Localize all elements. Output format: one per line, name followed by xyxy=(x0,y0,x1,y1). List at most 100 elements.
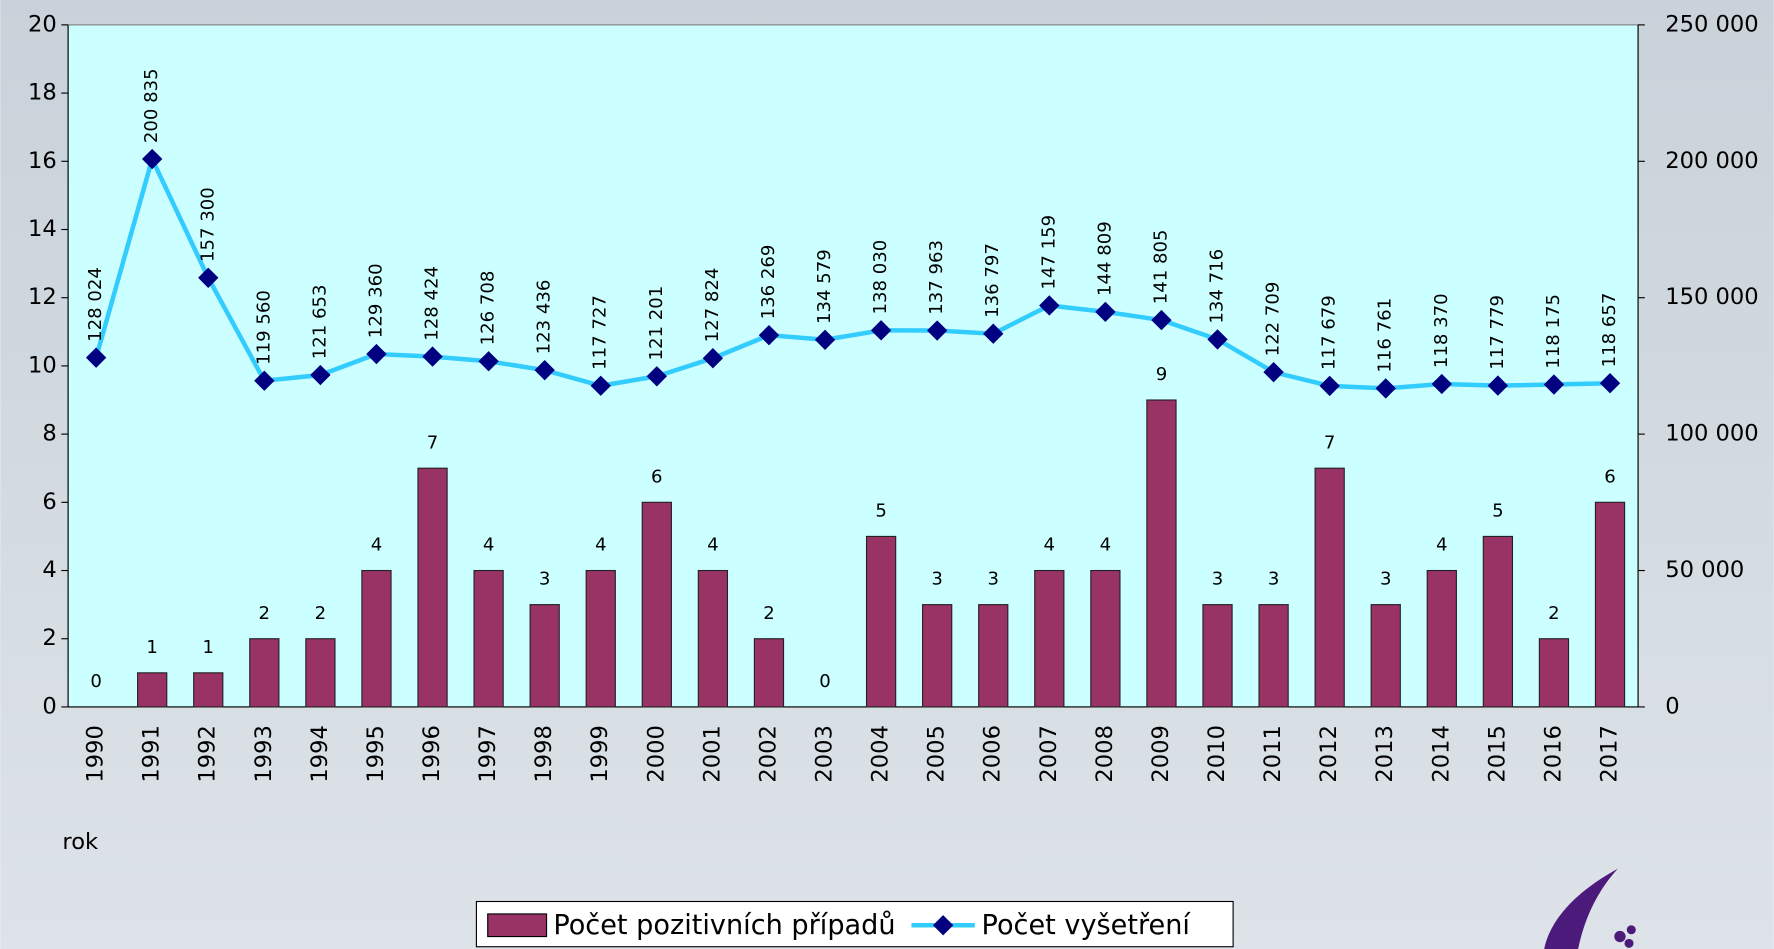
y2-tick-label: 200 000 xyxy=(1665,148,1758,174)
bar xyxy=(1146,399,1177,708)
bar-value-label: 3 xyxy=(1380,569,1392,590)
y2-tick-label: 150 000 xyxy=(1665,284,1758,310)
line-value-label: 127 824 xyxy=(702,268,723,343)
bar xyxy=(137,672,168,708)
line-value-label: 126 708 xyxy=(478,271,499,346)
bar xyxy=(865,535,897,708)
bar-value-label: 7 xyxy=(427,432,439,453)
line-value-label: 128 424 xyxy=(422,266,443,341)
line-value-label: 122 709 xyxy=(1263,282,1284,357)
bar-value-label: 4 xyxy=(1100,535,1112,556)
line-value-label: 117 779 xyxy=(1487,295,1508,370)
bar xyxy=(978,604,1009,708)
line-marker xyxy=(422,346,443,367)
bar xyxy=(1258,604,1289,708)
line-value-label: 118 657 xyxy=(1599,293,1620,368)
legend: Počet pozitivních případů Počet vyšetření xyxy=(475,900,1234,948)
line-value-label: 121 653 xyxy=(309,284,330,359)
line-value-label: 200 835 xyxy=(141,68,162,143)
y-tick-label: 6 xyxy=(42,489,56,515)
line-marker xyxy=(1207,329,1228,350)
y2-tick-label: 0 xyxy=(1665,693,1679,719)
x-tick-label: 1997 xyxy=(475,725,501,783)
y-tick-label: 10 xyxy=(28,352,57,378)
line-value-label: 134 579 xyxy=(814,249,835,324)
bar xyxy=(249,638,280,708)
legend-swatch xyxy=(487,913,548,938)
line-marker xyxy=(926,320,948,341)
line-value-label: 129 360 xyxy=(365,263,386,338)
bar-value-label: 9 xyxy=(1156,364,1168,385)
line-value-label: 137 963 xyxy=(926,240,947,315)
line-value-label: 147 159 xyxy=(1038,215,1059,290)
line-marker xyxy=(1431,373,1452,395)
line-marker xyxy=(1039,295,1060,316)
bar-value-label: 4 xyxy=(595,535,607,556)
line-value-label: 134 716 xyxy=(1207,249,1228,324)
y-tick-label: 2 xyxy=(42,625,56,651)
line-marker xyxy=(142,148,163,170)
bar xyxy=(361,569,392,708)
line-value-label: 136 797 xyxy=(982,243,1003,318)
bar-value-label: 2 xyxy=(763,603,775,624)
x-tick-label: 2002 xyxy=(755,725,781,783)
line-value-label: 136 269 xyxy=(758,245,779,320)
x-tick-label: 2012 xyxy=(1316,725,1342,783)
x-tick-label: 1992 xyxy=(195,725,221,783)
bar xyxy=(1594,501,1626,708)
bar-value-label: 4 xyxy=(483,535,495,556)
line-marker xyxy=(366,343,387,365)
line-marker xyxy=(870,320,892,341)
bar-value-label: 5 xyxy=(875,501,887,522)
line-value-label: 117 679 xyxy=(1319,295,1340,370)
x-tick-label: 2014 xyxy=(1428,725,1454,783)
line-value-label: 119 560 xyxy=(253,290,274,365)
line-marker xyxy=(310,364,331,386)
x-axis-title: rok xyxy=(62,829,99,855)
line-marker xyxy=(198,267,219,288)
x-tick-label: 2017 xyxy=(1597,725,1623,783)
line-marker xyxy=(758,324,780,346)
bar xyxy=(697,569,729,708)
bar-value-label: 0 xyxy=(90,671,102,692)
line-marker xyxy=(1599,373,1621,394)
x-tick-label: 2015 xyxy=(1484,725,1510,783)
y-tick-label: 16 xyxy=(28,148,57,174)
line-value-label: 144 809 xyxy=(1094,221,1115,296)
bar-value-label: 1 xyxy=(146,637,158,658)
line-value-label: 141 805 xyxy=(1150,229,1171,304)
line-marker xyxy=(85,347,107,368)
bar-value-label: 2 xyxy=(259,603,271,624)
logo xyxy=(1544,868,1636,949)
bar-value-label: 6 xyxy=(651,466,663,487)
bar xyxy=(305,638,336,708)
x-tick-label: 2010 xyxy=(1204,725,1230,783)
x-tick-label: 2007 xyxy=(1036,725,1062,783)
line-value-label: 157 300 xyxy=(197,187,218,262)
y-tick-label: 18 xyxy=(28,80,57,106)
line-marker xyxy=(590,375,611,396)
bar xyxy=(753,638,785,708)
line-value-label: 118 175 xyxy=(1543,294,1564,369)
line-value-label: 138 030 xyxy=(870,240,891,315)
x-tick-label: 2001 xyxy=(699,725,725,783)
legend-label: Počet vyšetření xyxy=(982,910,1192,941)
line-value-label: 118 370 xyxy=(1431,293,1452,368)
legend-marker xyxy=(932,915,954,936)
bar xyxy=(1426,569,1457,708)
line-marker xyxy=(478,351,499,372)
bar-value-label: 2 xyxy=(1548,603,1560,624)
bar xyxy=(1090,569,1121,708)
y-tick-label: 8 xyxy=(42,421,56,447)
x-tick-label: 1999 xyxy=(587,725,613,783)
x-tick-label: 2013 xyxy=(1372,725,1398,783)
bar xyxy=(473,569,504,708)
x-tick-label: 2011 xyxy=(1260,725,1286,783)
line-value-label: 128 024 xyxy=(85,267,106,342)
line-marker xyxy=(646,366,667,387)
bar-value-label: 3 xyxy=(539,569,551,590)
x-tick-label: 1991 xyxy=(139,725,165,783)
bar xyxy=(1370,604,1401,708)
x-tick-label: 2000 xyxy=(643,725,669,783)
